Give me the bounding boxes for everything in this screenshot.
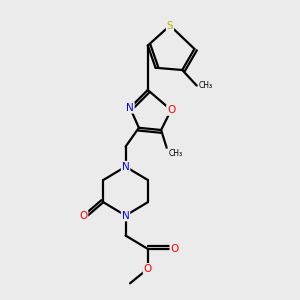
Text: O: O: [170, 244, 178, 254]
Text: N: N: [122, 162, 129, 172]
Text: O: O: [79, 211, 88, 220]
Text: O: O: [167, 105, 175, 115]
Text: CH₃: CH₃: [199, 81, 213, 90]
Text: N: N: [126, 103, 134, 113]
Text: S: S: [167, 21, 173, 31]
Text: O: O: [144, 264, 152, 274]
Text: CH₃: CH₃: [169, 149, 183, 158]
Text: N: N: [122, 211, 129, 220]
